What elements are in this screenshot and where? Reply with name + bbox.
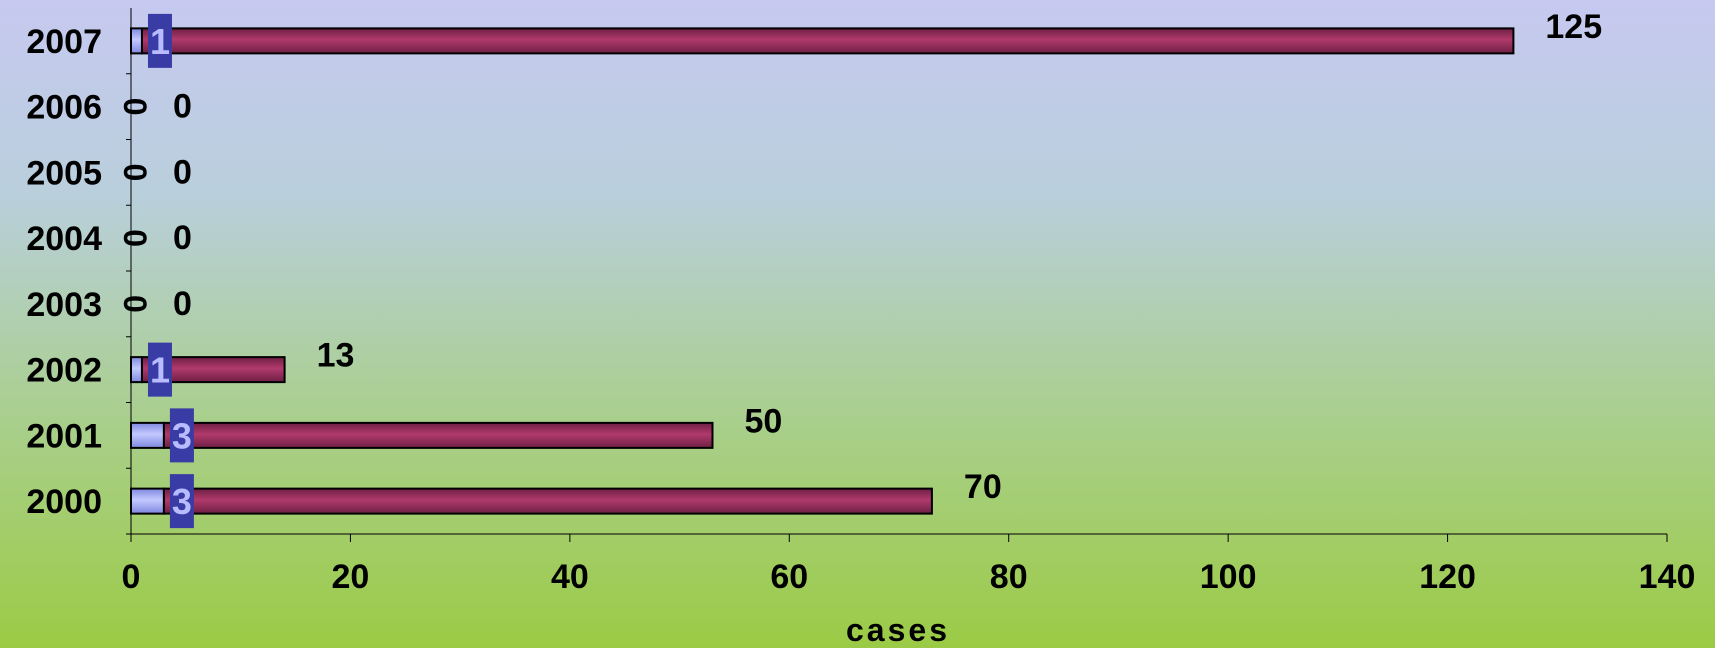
bar-segment-1 (130, 27, 143, 55)
x-tick-label: 20 (332, 558, 370, 596)
y-category-label: 2001 (26, 417, 102, 455)
bar-segment-1 (130, 487, 165, 515)
data-label-1: 3 (172, 415, 192, 456)
x-tick-label: 140 (1639, 558, 1696, 596)
data-label-2: 50 (744, 402, 782, 440)
bars-group (130, 27, 1515, 515)
bar-segment-1 (130, 356, 143, 384)
data-label-1-box (147, 342, 172, 397)
data-label-2: 70 (964, 468, 1002, 506)
data-label-2: 0 (173, 285, 192, 323)
data-label-1: 0 (117, 295, 153, 313)
x-tick-label: 120 (1419, 558, 1476, 596)
y-category-label: 2007 (26, 23, 102, 61)
data-label-1: 3 (172, 481, 192, 522)
data-label-1: 0 (117, 98, 153, 116)
data-label-1-box (169, 408, 194, 463)
x-tick-label: 60 (770, 558, 808, 596)
data-label-1: 1 (150, 21, 170, 62)
bar-segment-2 (162, 487, 933, 515)
data-label-2: 13 (317, 337, 355, 375)
data-label-1-box (169, 474, 194, 529)
x-tick-label: 80 (990, 558, 1028, 596)
data-label-1: 0 (117, 229, 153, 247)
bar-segment-2 (140, 27, 1515, 55)
x-axis-title: cases (846, 612, 950, 648)
data-label-1: 0 (117, 163, 153, 181)
data-label-2: 125 (1545, 8, 1602, 46)
data-label-2: 0 (173, 88, 192, 126)
bar-segment-1 (130, 421, 165, 449)
data-label-1-box (147, 13, 172, 68)
data-label-2: 0 (173, 153, 192, 191)
bar-segment-2 (162, 421, 714, 449)
labels-group: 3 703 501 130 00 00 00 01 125 (117, 8, 1602, 529)
y-category-label: 2006 (26, 89, 102, 127)
y-category-label: 2000 (26, 483, 102, 521)
y-category-label: 2002 (26, 352, 102, 390)
axes-group: 0 20 40 60 80 100 120 1402000200120022003200420… (26, 8, 1695, 596)
y-category-label: 2004 (26, 220, 102, 258)
data-label-1: 1 (150, 350, 170, 391)
y-category-label: 2003 (26, 286, 102, 324)
y-category-label: 2005 (26, 154, 102, 192)
x-tick-label: 0 (122, 558, 141, 596)
x-tick-label: 100 (1200, 558, 1257, 596)
data-label-2: 0 (173, 219, 192, 257)
x-tick-label: 40 (551, 558, 589, 596)
